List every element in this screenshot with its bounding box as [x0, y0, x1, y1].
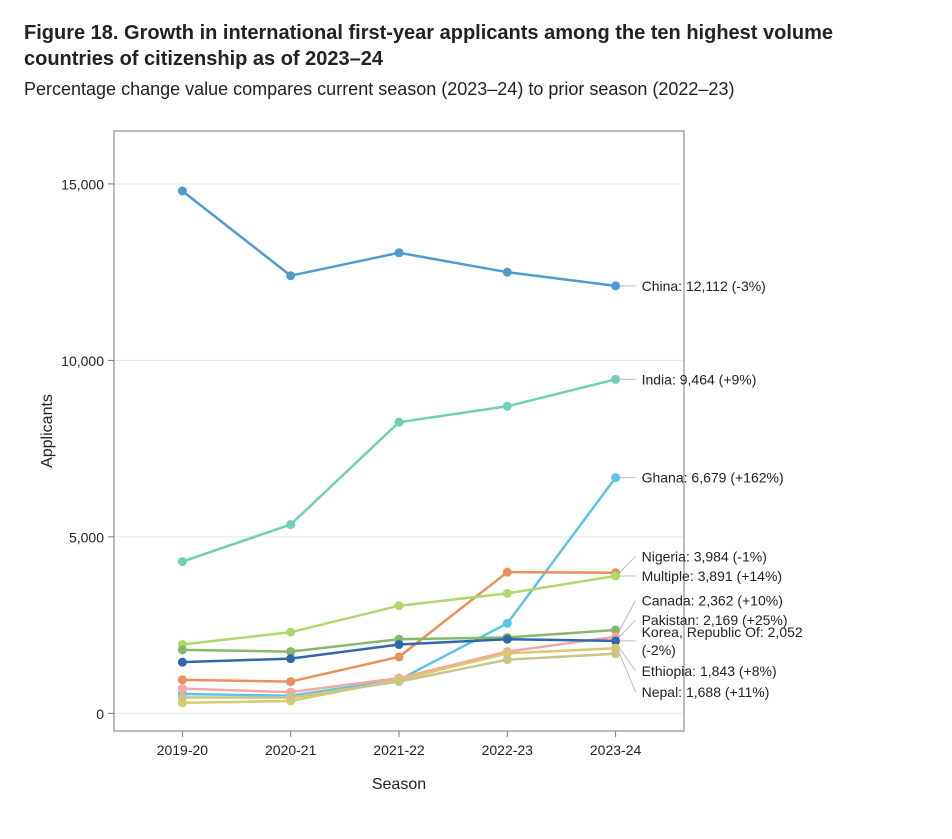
series-marker [178, 187, 187, 196]
series-marker [611, 650, 620, 659]
series-marker [503, 402, 512, 411]
series-marker [395, 249, 404, 258]
series-label: Canada: 2,362 (+10%) [642, 593, 783, 609]
series-marker [395, 653, 404, 662]
series-line [182, 380, 615, 562]
line-chart: 0 5,000 10,000 15,000 2019-20 2020-21 2021-22 2… [24, 119, 928, 819]
series-marker [178, 646, 187, 655]
series-line [182, 573, 615, 682]
series-label: (-2%) [642, 642, 676, 658]
series-marker [503, 268, 512, 277]
series-marker [611, 375, 620, 384]
series-marker [286, 677, 295, 686]
series-label: Nepal: 1,688 (+11%) [642, 685, 770, 701]
series-marker [286, 693, 295, 702]
series-label: India: 9,464 (+9%) [642, 372, 757, 388]
series-marker [286, 655, 295, 664]
series-marker [178, 685, 187, 694]
y-axis-label: Applicants [39, 394, 56, 468]
chart-title: Figure 18. Growth in international first… [24, 20, 884, 72]
series-marker [395, 677, 404, 686]
x-tick-label: 2021-22 [373, 742, 425, 758]
series-marker [503, 589, 512, 598]
chart-subtitle: Percentage change value compares current… [24, 78, 928, 101]
series-marker [395, 418, 404, 427]
series-marker [503, 568, 512, 577]
series-label: Ethiopia: 1,843 (+8%) [642, 663, 777, 679]
series-marker [503, 635, 512, 644]
series-marker [178, 693, 187, 702]
chart-container: 0 5,000 10,000 15,000 2019-20 2020-21 2021-22 2… [24, 119, 928, 819]
x-axis-label: Season [372, 776, 426, 793]
y-tick-label: 5,000 [69, 530, 104, 546]
series-marker [178, 658, 187, 667]
series-marker [611, 572, 620, 581]
series-marker [286, 272, 295, 281]
series-marker [286, 520, 295, 529]
series-label: Multiple: 3,891 (+14%) [642, 568, 782, 584]
series-marker [611, 474, 620, 483]
y-tick-label: 0 [96, 706, 104, 722]
series-marker [178, 676, 187, 685]
series-marker [286, 628, 295, 637]
series-label: Nigeria: 3,984 (-1%) [642, 549, 767, 565]
y-tick-label: 10,000 [61, 354, 104, 370]
series-label: Korea, Republic Of: 2,052 [642, 624, 803, 640]
series-marker [611, 282, 620, 291]
x-tick-label: 2020-21 [265, 742, 317, 758]
x-tick-label: 2019-20 [157, 742, 209, 758]
series-marker [503, 619, 512, 628]
y-tick-label: 15,000 [61, 177, 104, 193]
series-label: China: 12,112 (-3%) [642, 278, 766, 294]
series-marker [395, 602, 404, 611]
x-tick-label: 2023-24 [590, 742, 642, 758]
series-label: Ghana: 6,679 (+162%) [642, 470, 784, 486]
series-line [182, 191, 615, 286]
x-tick-label: 2022-23 [482, 742, 534, 758]
series-marker [395, 640, 404, 649]
series-marker [178, 557, 187, 566]
series-marker [503, 656, 512, 665]
